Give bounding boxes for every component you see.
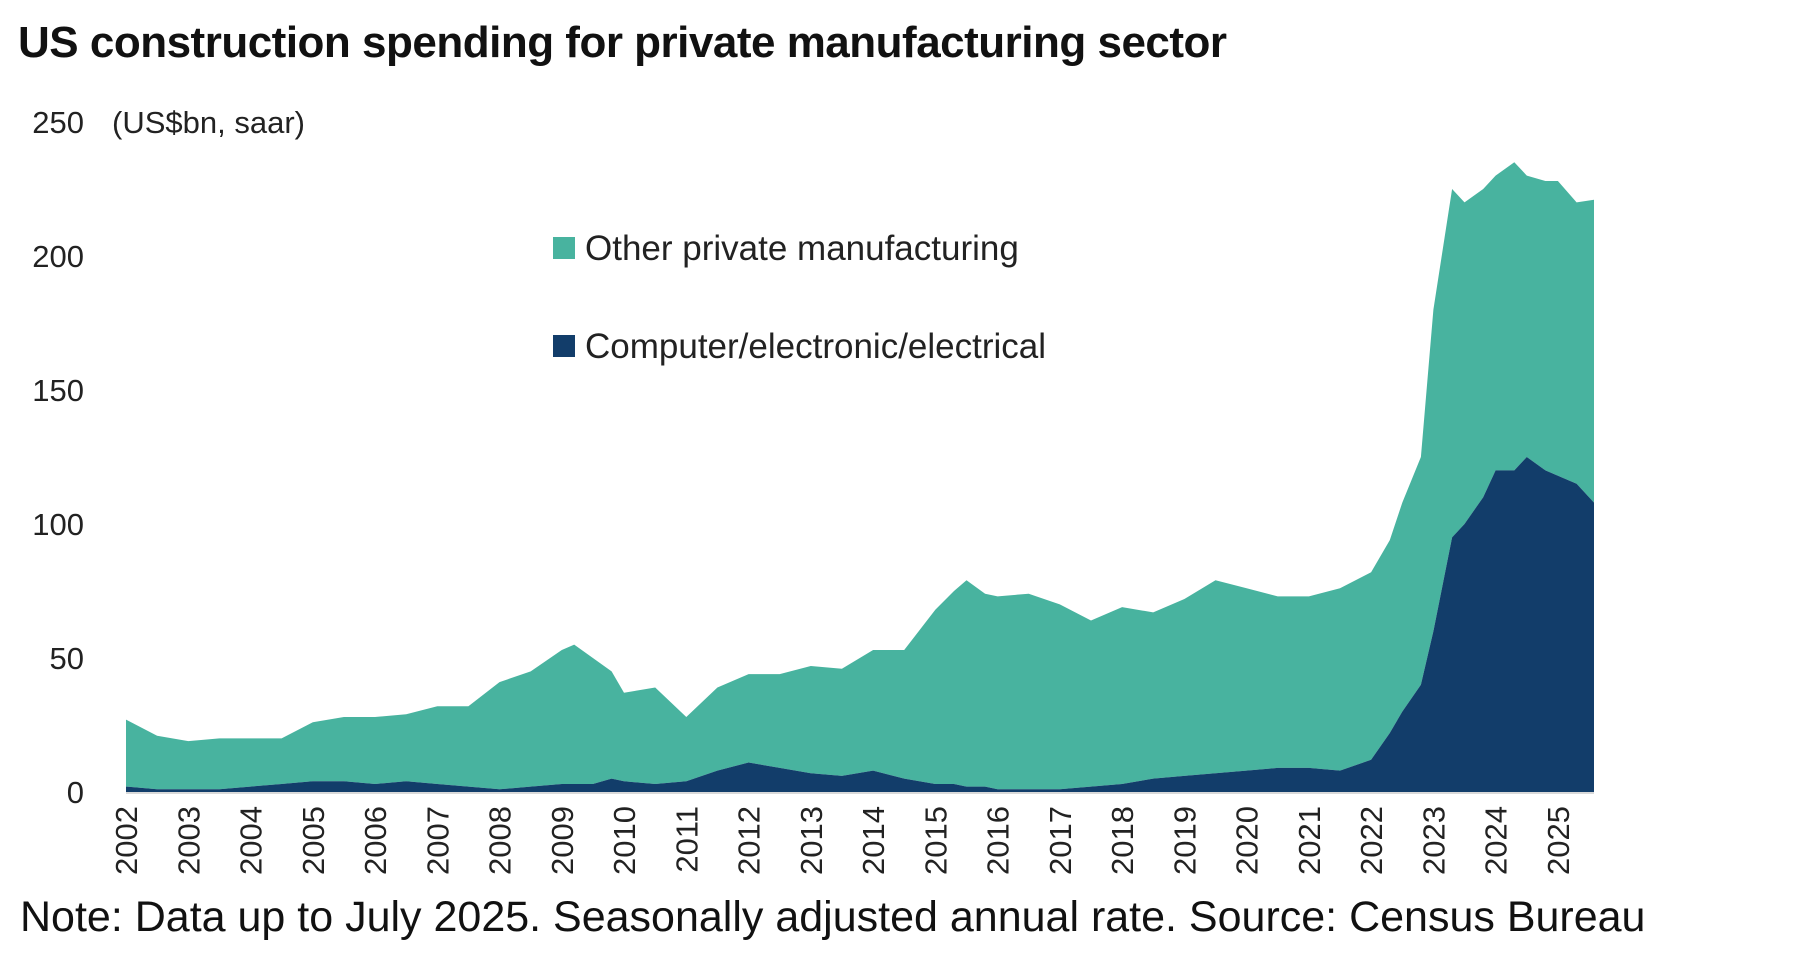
y-axis-unit-label: (US$bn, saar) xyxy=(112,105,305,140)
legend-label-computer: Computer/electronic/electrical xyxy=(585,327,1046,366)
legend-swatch-computer xyxy=(553,335,575,357)
y-tick-label: 150 xyxy=(32,373,84,408)
x-tick-label: 2005 xyxy=(296,806,331,875)
chart-areas xyxy=(126,162,1594,792)
x-tick-label: 2008 xyxy=(483,806,518,875)
y-tick-label: 50 xyxy=(50,641,84,676)
x-tick-label: 2020 xyxy=(1230,806,1265,875)
y-tick-label: 200 xyxy=(32,239,84,274)
legend-swatch-other xyxy=(553,237,575,259)
x-tick-label: 2018 xyxy=(1105,806,1140,875)
x-tick-label: 2019 xyxy=(1167,806,1202,875)
x-tick-label: 2012 xyxy=(732,806,767,875)
chart: 0 50 100 150 200 250 2002 2003 2004 2005 2006 2007… xyxy=(32,105,1594,875)
y-tick-label: 0 xyxy=(67,775,84,810)
legend-label-other: Other private manufacturing xyxy=(585,229,1019,268)
chart-title: US construction spending for private man… xyxy=(18,18,1227,67)
x-tick-label: 2015 xyxy=(918,806,953,875)
x-tick-label: 2010 xyxy=(607,806,642,875)
legend: Other private manufacturing Computer/ele… xyxy=(553,229,1046,366)
x-tick-label: 2016 xyxy=(981,806,1016,875)
x-tick-label: 2022 xyxy=(1354,806,1389,875)
x-tick-label: 2003 xyxy=(171,806,206,875)
x-tick-label: 2011 xyxy=(669,806,704,873)
x-tick-label: 2021 xyxy=(1292,806,1327,875)
source-note: Note: Data up to July 2025. Seasonally a… xyxy=(20,893,1646,941)
x-tick-label: 2004 xyxy=(234,806,269,875)
x-tick-label: 2007 xyxy=(420,806,455,875)
x-tick-label: 2017 xyxy=(1043,806,1078,875)
y-tick-label: 100 xyxy=(32,507,84,542)
x-tick-label: 2024 xyxy=(1479,806,1514,875)
x-tick-label: 2014 xyxy=(856,806,891,875)
y-axis: 0 50 100 150 200 250 xyxy=(32,105,84,810)
x-tick-label: 2023 xyxy=(1416,806,1451,875)
x-tick-label: 2002 xyxy=(109,806,144,875)
area-computer-electronic-electrical xyxy=(126,457,1594,792)
area-other-private-manufacturing xyxy=(126,162,1594,790)
y-tick-label: 250 xyxy=(32,105,84,140)
x-tick-label: 2013 xyxy=(794,806,829,875)
x-tick-label: 2009 xyxy=(545,806,580,875)
x-axis: 2002 2003 2004 2005 2006 2007 2008 2009 2010 2011… xyxy=(109,806,1576,875)
x-tick-label: 2006 xyxy=(358,806,393,875)
x-tick-label: 2025 xyxy=(1541,806,1576,875)
